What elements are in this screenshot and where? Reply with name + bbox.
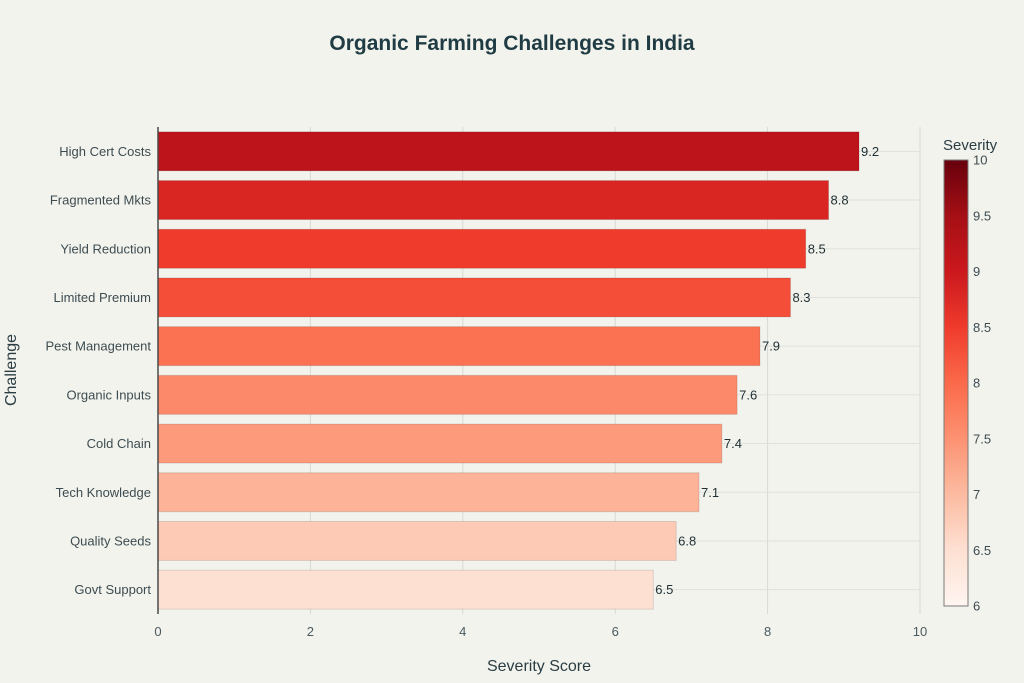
bar-6	[157, 423, 723, 464]
x-axis-title: Severity Score	[487, 658, 591, 675]
chart-title: Organic Farming Challenges in India	[329, 32, 695, 55]
bar-9	[157, 569, 654, 610]
category-label-6: Cold Chain	[87, 436, 151, 451]
data-label-9: 6.5	[655, 582, 673, 597]
x-axis-ticks: 0 2 4 6 8 10	[154, 624, 927, 639]
data-label-4: 7.9	[762, 339, 780, 354]
bar-5	[157, 374, 738, 415]
bar-1	[157, 180, 830, 221]
data-label-0: 9.2	[861, 144, 879, 159]
colorbar-tick-label-1: 6.5	[973, 543, 991, 558]
x-tick-label-0: 0	[154, 624, 161, 639]
data-label-8: 6.8	[678, 533, 696, 548]
colorbar-tick-label-4: 8	[973, 376, 980, 391]
bar-0	[157, 131, 860, 172]
x-tick-label-1: 2	[307, 624, 314, 639]
y-axis-title: Challenge	[3, 334, 20, 406]
category-label-4: Pest Management	[45, 339, 151, 354]
colorbar-tick-label-3: 7.5	[973, 431, 991, 446]
bar-4	[157, 326, 761, 367]
category-label-7: Tech Knowledge	[56, 485, 151, 500]
category-labels: High Cert Costs Fragmented Mkts Yield Redu…	[45, 144, 151, 597]
colorbar-tick-label-6: 9	[973, 264, 980, 279]
data-labels: 9.2 8.8 8.5 8.3 7.9 7.6 7.4 7.1 6.8 6.5	[655, 144, 879, 597]
colorbar: Severity 6 6.5 7 7.5 8 8.5 9 9.5 10	[943, 137, 998, 614]
category-label-8: Quality Seeds	[70, 533, 151, 548]
data-label-7: 7.1	[701, 485, 719, 500]
data-label-5: 7.6	[739, 387, 757, 402]
colorbar-scale	[943, 159, 969, 607]
colorbar-tick-label-0: 6	[973, 599, 980, 614]
colorbar-tick-label-5: 8.5	[973, 320, 991, 335]
bar-3	[157, 277, 791, 318]
x-tick-label-2: 4	[459, 624, 466, 639]
category-label-1: Fragmented Mkts	[50, 193, 152, 208]
category-label-5: Organic Inputs	[66, 387, 151, 402]
category-label-2: Yield Reduction	[60, 241, 151, 256]
x-tick-label-5: 10	[913, 624, 927, 639]
colorbar-tick-label-2: 7	[973, 487, 980, 502]
data-label-2: 8.5	[808, 241, 826, 256]
x-tick-label-3: 6	[612, 624, 619, 639]
data-label-6: 7.4	[724, 436, 742, 451]
colorbar-tick-label-7: 9.5	[973, 208, 991, 223]
bar-7	[157, 472, 700, 513]
colorbar-title: Severity	[943, 137, 998, 154]
data-label-1: 8.8	[831, 193, 849, 208]
data-label-3: 8.3	[792, 290, 810, 305]
category-label-9: Govt Support	[74, 582, 151, 597]
x-tick-label-4: 8	[764, 624, 771, 639]
bars	[157, 127, 860, 614]
category-label-3: Limited Premium	[53, 290, 151, 305]
category-label-0: High Cert Costs	[59, 144, 151, 159]
bar-2	[157, 228, 807, 269]
colorbar-tick-label-8: 10	[973, 153, 987, 168]
bar-8	[157, 520, 677, 561]
colorbar-ticks: 6 6.5 7 7.5 8 8.5 9 9.5 10	[973, 153, 991, 614]
